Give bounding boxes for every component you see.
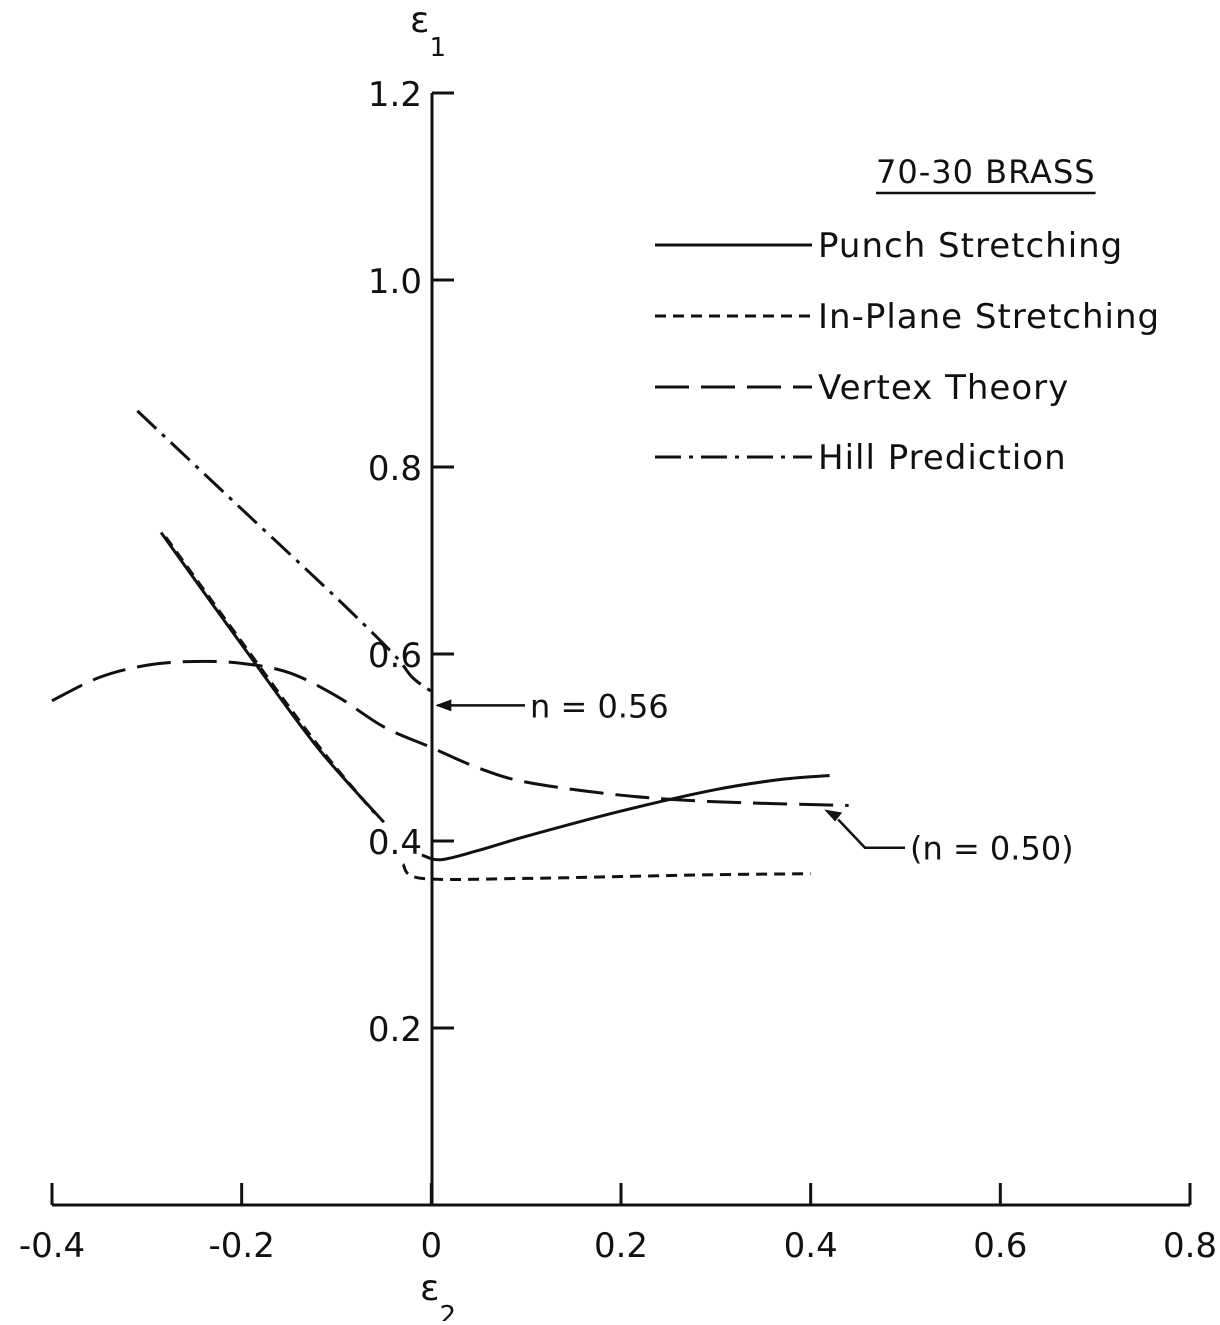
y-tick-label: 0.8 — [368, 449, 422, 489]
y-axis-title-symbol: ε — [410, 0, 429, 41]
y-tick-label: 1.0 — [368, 262, 422, 302]
series-line-in-plane-stretching — [401, 863, 811, 882]
legend-label-punch-stretching: Punch Stretching — [818, 226, 1123, 266]
y-tick-label: 0.2 — [368, 1010, 422, 1050]
annotation-arrowhead — [824, 809, 843, 822]
x-axis-title: ε2 — [420, 1268, 456, 1321]
y-tick-label: 0.6 — [368, 636, 422, 676]
y-axis-title: ε1 — [410, 0, 446, 63]
x-tick-label: 0.6 — [973, 1226, 1027, 1266]
y-tick-label: 0.4 — [368, 823, 422, 863]
annotations-group: n = 0.56 (n = 0.50) — [435, 687, 1074, 868]
annotation-label: n = 0.56 — [530, 687, 669, 725]
legend-label-vertex-theory: Vertex Theory — [818, 368, 1069, 408]
x-tick-label: -0.2 — [208, 1226, 274, 1266]
legend-label-in-plane-stretching: In-Plane Stretching — [818, 297, 1160, 337]
axes-group: -0.4 -0.2 0 0.2 0.4 0.6 0.8 0.2 0.4 0.6 0.8 1.0 1.2 ε… — [19, 0, 1217, 1325]
x-tick-label: -0.4 — [19, 1226, 85, 1266]
y-tick-label: 1.2 — [368, 75, 422, 115]
legend: 70-30 BRASS Punch Stretching In-Plane Stre… — [655, 153, 1160, 478]
annotation-arrowhead — [435, 699, 452, 712]
series-line-in-plane-stretching — [164, 536, 376, 814]
x-tick-label: 0.2 — [594, 1226, 648, 1266]
y-axis-title-subscript: 1 — [429, 33, 446, 63]
series-group — [51, 409, 849, 882]
x-axis-title-symbol: ε — [420, 1268, 439, 1309]
x-tick-label: 0 — [421, 1226, 443, 1266]
series-line-vertex-theory — [51, 659, 849, 807]
legend-label-hill-prediction: Hill Prediction — [818, 438, 1067, 478]
x-tick-label: 0.4 — [784, 1226, 838, 1266]
x-axis-title-subscript: 2 — [439, 1301, 456, 1321]
series-line-punch-stretching — [159, 531, 386, 824]
annotation-leader — [837, 818, 905, 849]
series-line-punch-stretching — [421, 774, 830, 862]
series-line-hill-prediction — [136, 409, 433, 693]
x-tick-label: 0.8 — [1163, 1226, 1217, 1266]
annotation-label: (n = 0.50) — [910, 830, 1074, 868]
legend-title: 70-30 BRASS — [876, 153, 1096, 191]
